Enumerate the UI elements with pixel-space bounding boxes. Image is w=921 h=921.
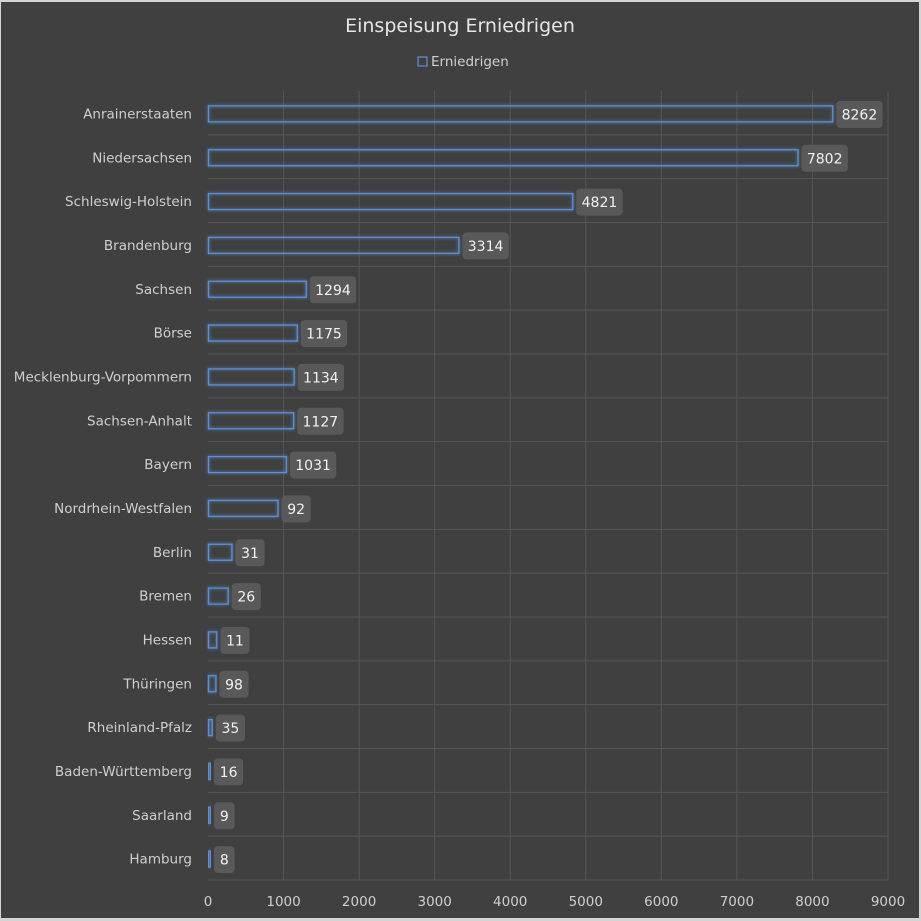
bar[interactable]	[207, 192, 574, 211]
data-label: 35	[221, 721, 239, 737]
category-label: Hamburg	[129, 852, 192, 868]
category-label: Sachsen	[135, 282, 192, 298]
bar[interactable]	[207, 105, 834, 123]
data-label-bg	[836, 100, 883, 128]
data-label-bg	[801, 144, 848, 172]
data-labels: 8262 7802 4821 3314 1294 1175 1134 1127 1031 92 31…	[214, 100, 883, 874]
category-label: Schleswig-Holstein	[65, 194, 192, 210]
data-label: 92	[287, 502, 305, 518]
tick-label: 5000	[569, 894, 603, 910]
category-label: Anrainerstaaten	[83, 106, 192, 122]
grid	[208, 91, 889, 881]
data-label-bg	[309, 276, 357, 304]
category-label: Berlin	[153, 545, 192, 561]
data-label: 1127	[303, 414, 339, 430]
bar[interactable]	[207, 543, 233, 561]
data-label: 16	[220, 765, 238, 781]
data-label-bg	[235, 539, 265, 567]
bar[interactable]	[207, 762, 212, 781]
data-label: 26	[237, 590, 255, 606]
data-label-bg	[576, 188, 623, 216]
bar[interactable]	[207, 806, 212, 824]
data-label-bg	[214, 846, 235, 874]
tick-label: 6000	[644, 894, 678, 910]
bars	[207, 105, 834, 868]
legend[interactable]: Erniedrigen	[417, 54, 509, 70]
legend-label: Erniedrigen	[431, 54, 509, 70]
tick-label: 3000	[417, 894, 451, 910]
bar[interactable]	[207, 280, 307, 298]
data-label: 7802	[807, 151, 843, 167]
category-label: Nordrhein-Westfalen	[54, 501, 192, 517]
value-axis: 0 1000 2000 3000 4000 5000 6000 7000 8000 9000	[204, 894, 905, 910]
bar[interactable]	[207, 631, 218, 649]
category-label: Mecklenburg-Vorpommern	[14, 369, 192, 385]
data-label-bg	[215, 714, 245, 742]
bar[interactable]	[207, 850, 212, 868]
tick-label: 8000	[795, 894, 829, 910]
tick-label: 2000	[342, 894, 376, 910]
legend-swatch	[417, 56, 428, 67]
category-label: Börse	[154, 326, 192, 342]
data-label-bg	[220, 626, 250, 654]
bar[interactable]	[207, 412, 295, 430]
category-label: Rheinland-Pfalz	[87, 720, 192, 736]
tick-label: 7000	[720, 894, 754, 910]
category-label: Saarland	[132, 808, 192, 824]
tick-label: 1000	[266, 894, 300, 910]
category-label: Bremen	[139, 589, 192, 605]
data-label-bg	[214, 758, 244, 786]
bar[interactable]	[207, 236, 460, 255]
data-label: 1175	[306, 327, 342, 343]
category-label: Sachsen-Anhalt	[87, 413, 192, 429]
data-label: 1294	[315, 283, 351, 299]
data-label: 4821	[582, 195, 618, 211]
bar[interactable]	[207, 499, 279, 518]
category-label: Niedersachsen	[92, 150, 192, 166]
data-label-bg	[219, 670, 249, 698]
category-label: Brandenburg	[104, 238, 192, 254]
data-label: 3314	[468, 239, 504, 255]
category-axis: Anrainerstaaten Niedersachsen Schleswig-Ho…	[14, 106, 192, 867]
data-label: 1134	[303, 370, 339, 386]
chart-title: Einspeisung Erniedrigen	[345, 15, 575, 37]
bar[interactable]	[207, 587, 229, 605]
data-label: 11	[226, 633, 244, 649]
data-label-bg	[297, 407, 344, 435]
data-label: 8262	[842, 107, 878, 123]
data-label-bg	[214, 802, 235, 830]
bar[interactable]	[207, 368, 295, 386]
category-label: Baden-Württemberg	[55, 764, 192, 780]
data-label: 98	[225, 677, 243, 693]
tick-label: 0	[204, 894, 213, 910]
data-label-bg	[300, 320, 348, 348]
category-label: Hessen	[143, 632, 192, 648]
data-label-bg	[462, 232, 509, 260]
data-label: 8	[220, 853, 229, 869]
category-label: Bayern	[144, 457, 192, 473]
tick-label: 9000	[871, 894, 905, 910]
data-label-bg	[289, 451, 337, 479]
bar[interactable]	[207, 455, 288, 474]
tick-label: 4000	[493, 894, 527, 910]
bar[interactable]	[207, 149, 799, 167]
data-label: 9	[220, 809, 229, 825]
data-label-bg	[231, 583, 261, 611]
bar[interactable]	[207, 324, 298, 342]
data-label: 1031	[295, 458, 331, 474]
category-label: Thüringen	[122, 676, 192, 692]
bar[interactable]	[207, 718, 213, 737]
data-label: 31	[241, 546, 259, 562]
data-label-bg	[281, 495, 311, 523]
data-label-bg	[297, 363, 345, 391]
bar[interactable]	[207, 675, 217, 693]
